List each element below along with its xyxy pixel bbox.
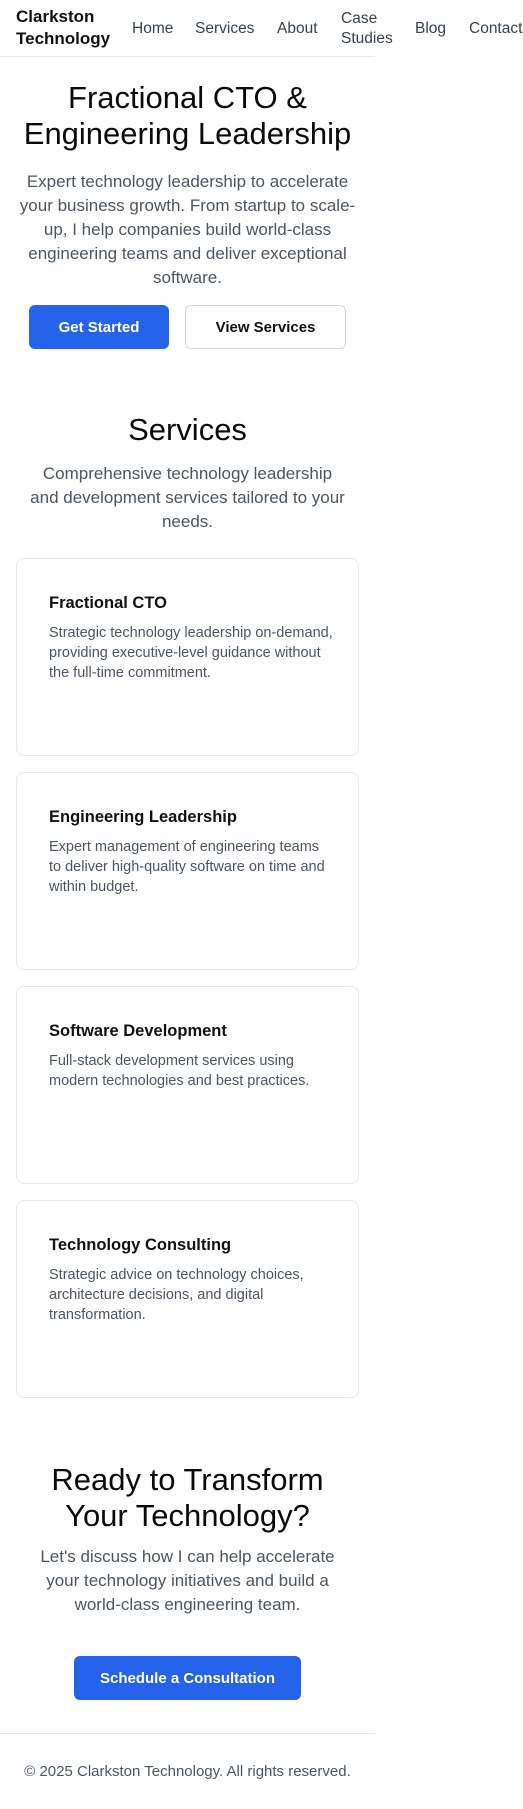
get-started-button[interactable]: Get Started	[29, 305, 169, 349]
service-card-description: Strategic technology leadership on-deman…	[49, 625, 333, 681]
nav-link-case-studies[interactable]: Case Studies	[341, 10, 393, 47]
nav-link-home[interactable]: Home	[132, 20, 174, 37]
service-card-technology-consulting: Technology Consulting Strategic advice o…	[16, 1200, 359, 1398]
view-services-button[interactable]: View Services	[185, 305, 346, 349]
cta-title: Ready to Transform Your Technology?	[51, 1462, 324, 1533]
service-card-software-development: Software Development Full-stack developm…	[16, 986, 359, 1184]
cta-subtitle: Let's discuss how I can help accelerate …	[40, 1547, 335, 1614]
hero-title: Fractional CTO & Engineering Leadership	[23, 80, 352, 151]
brand-logo[interactable]: Clarkston Technology	[16, 7, 111, 48]
service-card-engineering-leadership: Engineering Leadership Expert management…	[16, 772, 359, 970]
nav-link-contact[interactable]: Contact	[469, 20, 523, 37]
nav-link-blog[interactable]: Blog	[415, 20, 447, 37]
service-card-title: Technology Consulting	[49, 1236, 232, 1254]
services-subtitle: Comprehensive technology leadership and …	[30, 464, 345, 531]
service-card-title: Engineering Leadership	[49, 808, 237, 826]
site-header: Clarkston Technology Home Services About…	[0, 0, 522, 57]
service-card-description: Expert management of engineering teams t…	[49, 839, 325, 895]
hero-subtitle: Expert technology leadership to accelera…	[19, 172, 356, 287]
service-card-title: Fractional CTO	[49, 594, 167, 612]
footer-divider	[0, 1733, 375, 1734]
service-card-description: Strategic advice on technology choices, …	[49, 1267, 304, 1323]
nav-link-about[interactable]: About	[277, 20, 318, 37]
services-title: Services	[128, 412, 247, 447]
schedule-consultation-button[interactable]: Schedule a Consultation	[74, 1656, 301, 1700]
footer-copyright: © 2025 Clarkston Technology. All rights …	[24, 1763, 351, 1780]
service-card-title: Software Development	[49, 1022, 227, 1040]
nav-link-services[interactable]: Services	[195, 20, 255, 37]
service-card-description: Full-stack development services using mo…	[49, 1053, 310, 1089]
service-card-fractional-cto: Fractional CTO Strategic technology lead…	[16, 558, 359, 756]
